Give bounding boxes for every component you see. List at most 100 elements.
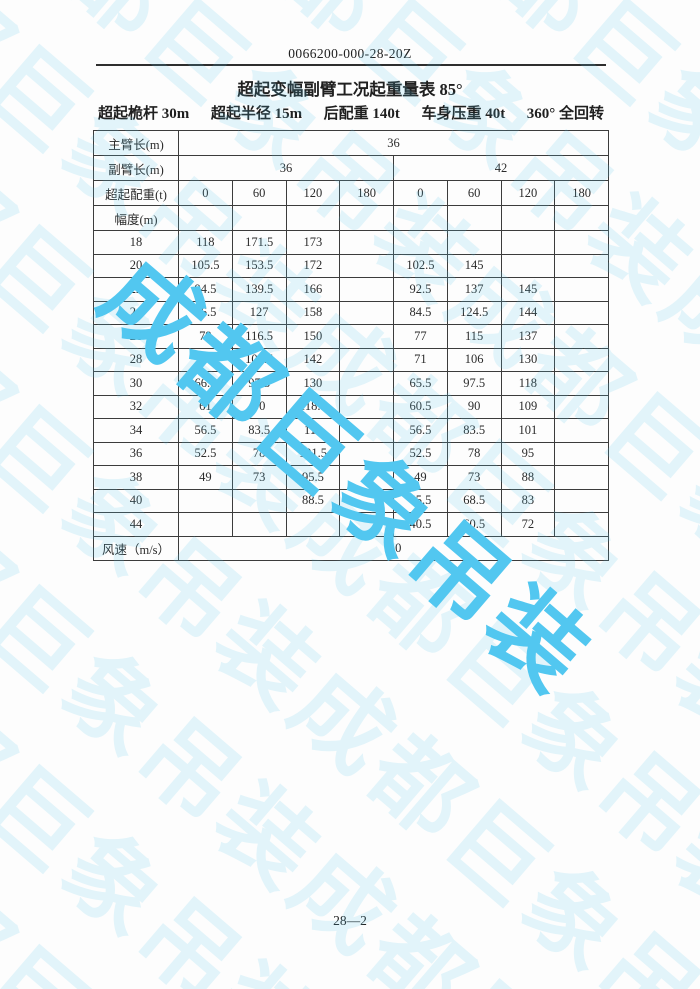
load-value: 109 bbox=[500, 394, 556, 419]
document-number: 0066200-000-28-20Z bbox=[288, 46, 412, 61]
load-value bbox=[500, 230, 556, 255]
radius-value: 44 bbox=[93, 512, 179, 537]
counterweight-value: 60 bbox=[231, 180, 287, 206]
page-title: 超起变幅副臂工况起重量表 85° bbox=[237, 80, 463, 99]
load-value: 97.5 bbox=[231, 371, 287, 396]
load-value: 118 bbox=[500, 371, 556, 396]
load-value bbox=[285, 512, 341, 537]
load-value: 137 bbox=[500, 324, 556, 349]
load-value: 56.5 bbox=[178, 418, 233, 443]
load-value bbox=[339, 347, 394, 372]
load-value: 88 bbox=[500, 465, 556, 490]
load-value bbox=[554, 512, 609, 537]
load-value: 90 bbox=[446, 394, 502, 419]
radius-value: 28 bbox=[93, 347, 179, 372]
load-value: 144 bbox=[500, 300, 556, 325]
load-value: 115 bbox=[446, 324, 502, 349]
load-value: 52.5 bbox=[178, 441, 233, 466]
load-value: 78 bbox=[231, 441, 287, 466]
load-value: 111 bbox=[285, 418, 341, 443]
load-value bbox=[554, 418, 609, 443]
empty-cell bbox=[285, 205, 341, 231]
load-value: 61 bbox=[178, 394, 233, 419]
load-value: 173 bbox=[285, 230, 341, 255]
load-value bbox=[339, 324, 394, 349]
table-row: 36 52.5 78 101.5 52.5 78 95 bbox=[93, 441, 609, 466]
jib-row: 副臂长(m) 36 42 bbox=[93, 155, 609, 181]
load-value bbox=[554, 324, 609, 349]
table-row: 20 105.5 153.5 172 102.5 145 bbox=[93, 253, 609, 278]
load-value: 72.5 bbox=[178, 347, 233, 372]
load-value bbox=[554, 465, 609, 490]
counterweight-row: 超起配重(t) 0 60 120 180 0 60 120 180 bbox=[93, 180, 609, 206]
load-value: 150 bbox=[285, 324, 341, 349]
radius-value: 24 bbox=[93, 300, 179, 325]
load-value: 79 bbox=[178, 324, 233, 349]
jib-label: 副臂长(m) bbox=[93, 155, 179, 181]
load-value bbox=[339, 300, 394, 325]
load-value bbox=[554, 347, 609, 372]
load-value bbox=[554, 371, 609, 396]
load-chart-table: 主臂长(m) 36 副臂长(m) 36 42 超起配重(t) 0 60 120 … bbox=[93, 130, 609, 561]
empty-cell bbox=[339, 205, 394, 231]
page-number: 28—2 bbox=[333, 913, 367, 928]
empty-cell bbox=[231, 205, 287, 231]
load-value: 40.5 bbox=[393, 512, 448, 537]
radius-header-row: 幅度(m) bbox=[93, 205, 609, 231]
param-superlift-radius: 超起半径 15m bbox=[210, 106, 303, 122]
load-value: 97.5 bbox=[446, 371, 502, 396]
jib-value-42: 42 bbox=[393, 155, 609, 181]
wind-speed-label: 风速（m/s） bbox=[93, 535, 179, 561]
param-superlift-mast: 超起桅杆 30m bbox=[98, 106, 190, 122]
load-value: 60.5 bbox=[393, 394, 448, 419]
load-value: 83.5 bbox=[231, 418, 287, 443]
watermark-text-faint: 成都巨象吊装成都巨象吊装成都巨象吊装 bbox=[0, 615, 700, 989]
load-value: 60.5 bbox=[446, 512, 502, 537]
load-value: 116.5 bbox=[231, 324, 287, 349]
load-value: 124.5 bbox=[446, 300, 502, 325]
load-value: 52.5 bbox=[393, 441, 448, 466]
table-row: 32 61 90 118.5 60.5 90 109 bbox=[93, 394, 609, 419]
counterweight-value: 180 bbox=[554, 180, 609, 206]
load-value bbox=[446, 230, 502, 255]
table-row: 24 86.5 127 158 84.5 124.5 144 bbox=[93, 300, 609, 325]
load-value bbox=[339, 488, 394, 513]
table-row: 28 72.5 106.5 142 71 106 130 bbox=[93, 347, 609, 372]
wind-speed-row: 风速（m/s） 9.0 bbox=[93, 535, 609, 561]
load-value: 95 bbox=[500, 441, 556, 466]
parameter-line: 超起桅杆 30m 超起半径 15m 后配重 140t 车身压重 40t 360°… bbox=[98, 102, 604, 123]
table-row: 44 40.5 60.5 72 bbox=[93, 512, 609, 537]
main-boom-label: 主臂长(m) bbox=[93, 130, 179, 156]
load-value bbox=[339, 277, 394, 302]
load-value: 83.5 bbox=[446, 418, 502, 443]
load-value: 83 bbox=[500, 488, 556, 513]
load-value: 66.5 bbox=[178, 371, 233, 396]
load-value: 106 bbox=[446, 347, 502, 372]
jib-value-36: 36 bbox=[178, 155, 394, 181]
load-value: 142 bbox=[285, 347, 341, 372]
load-value: 72 bbox=[500, 512, 556, 537]
load-value bbox=[339, 512, 394, 537]
param-slewing-range: 360° 全回转 bbox=[526, 106, 604, 122]
load-value: 130 bbox=[500, 347, 556, 372]
load-value: 145 bbox=[500, 277, 556, 302]
load-value: 166 bbox=[285, 277, 341, 302]
radius-label: 幅度(m) bbox=[93, 205, 179, 231]
load-value: 65.5 bbox=[393, 371, 448, 396]
load-value: 118 bbox=[178, 230, 233, 255]
param-carbody-ballast: 车身压重 40t bbox=[421, 106, 506, 122]
empty-cell bbox=[393, 205, 448, 231]
counterweight-value: 120 bbox=[285, 180, 341, 206]
load-value: 101.5 bbox=[285, 441, 341, 466]
radius-value: 30 bbox=[93, 371, 179, 396]
load-value: 49 bbox=[178, 465, 233, 490]
radius-value: 22 bbox=[93, 277, 179, 302]
load-value: 92.5 bbox=[393, 277, 448, 302]
load-value bbox=[231, 512, 287, 537]
radius-value: 26 bbox=[93, 324, 179, 349]
load-value: 106.5 bbox=[231, 347, 287, 372]
radius-value: 38 bbox=[93, 465, 179, 490]
table-row: 34 56.5 83.5 111 56.5 83.5 101 bbox=[93, 418, 609, 443]
load-value bbox=[178, 512, 233, 537]
load-value bbox=[554, 300, 609, 325]
